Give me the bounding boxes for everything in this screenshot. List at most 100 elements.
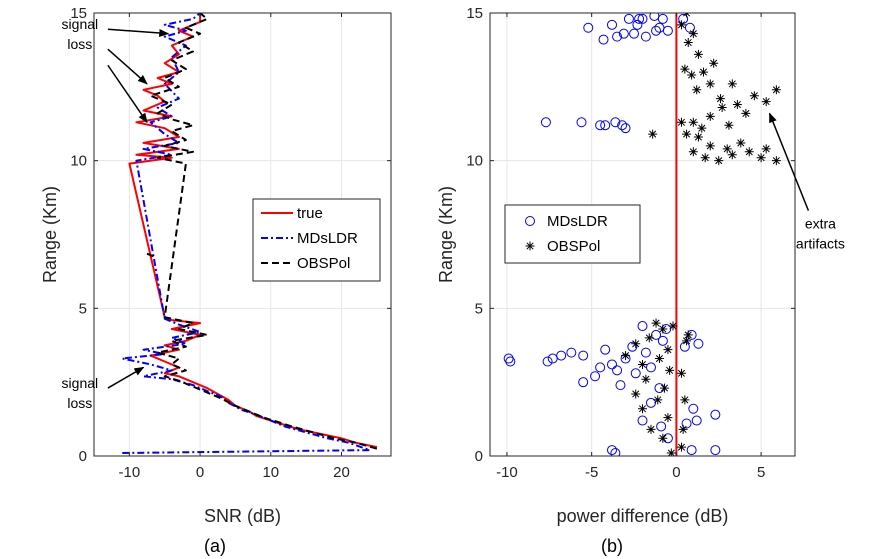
obspol-point [648,129,658,139]
mdsldr-point [503,353,514,364]
annotation-arrow [107,28,170,38]
mdsldr-point [629,28,640,39]
y-tick-label: 0 [79,448,87,465]
obspol-point [687,70,697,80]
y-tick-label: 10 [70,153,87,170]
mdsldr-point [542,356,553,367]
x-axis-label: SNR (dB) [204,506,281,526]
mdsldr-point [612,31,623,42]
mdsldr-point [710,445,721,456]
obspol-point [658,324,668,334]
annotation-arrow [107,64,148,124]
obspol-point [644,333,654,343]
legend-box [504,204,641,264]
panel-caption: (b) [601,536,623,556]
mdsldr-point [627,341,638,352]
obspol-point [688,117,698,127]
obspol-point [683,330,693,340]
y-tick-label: 5 [475,300,483,317]
x-tick-label: 0 [196,464,204,481]
x-tick-label: -10 [119,464,141,481]
obspol-point [660,383,670,393]
mdsldr-point [505,356,516,367]
obspol-point [676,20,686,30]
mdsldr-point [607,359,617,370]
mdsldr-point [620,123,631,134]
mdsldr-point [634,13,645,24]
obspol-point [658,433,668,443]
obspol-point [680,64,690,74]
obspol-point [653,395,663,405]
mdsldr-point [610,448,621,456]
mdsldr-point [637,415,648,426]
y-tick-label: 15 [466,5,483,22]
obspol-point [668,321,678,331]
obspol-point [714,156,724,166]
mdsldr-point [607,445,617,456]
mdsldr-point [598,34,609,45]
mdsldr-point [656,421,667,432]
obspol-point [676,117,686,127]
annotation-arrow [107,366,145,389]
obspol-point [621,351,631,361]
mdsldr-point [595,362,606,373]
mdsldr-point [583,22,594,33]
obspol-point [631,389,641,399]
obspol-point [705,79,715,89]
obspol-point [666,448,676,456]
mdsldr-point [607,19,617,30]
obspol-point [741,108,751,118]
obspol-point [678,424,688,434]
axes-box [93,12,392,457]
mdsldr-point [640,347,651,358]
obspol-point [771,156,781,166]
obspol-point [688,147,698,157]
obspol-point [761,144,771,154]
mdsldr-point [632,19,643,30]
mdsldr-point [623,13,634,24]
obspol-point [715,94,725,104]
mdsldr-point [617,120,628,131]
mdsldr-point [615,380,626,391]
panel-caption: (a) [204,536,226,556]
y-tick-label: 5 [79,300,87,317]
obspol-point [693,132,703,142]
mdsldr-point [693,338,704,349]
annotation-label: loss [67,395,92,411]
obspol-point [736,138,746,148]
annotation-label: loss [67,36,92,52]
annotation-arrow [768,112,810,211]
annotation: signal loss [62,366,145,411]
mdsldr-point [612,365,623,376]
mdsldr-point [595,120,606,131]
y-tick-label: 10 [466,153,483,170]
legend-label: OBSPol [547,238,600,255]
mdsldr-point [662,25,673,36]
legend-label: true [297,205,323,222]
legend-swatch [525,241,535,251]
x-tick-label: -10 [496,464,518,481]
obspol-point [683,38,693,48]
x-tick-label: -5 [585,464,598,481]
y-tick-label: 15 [70,5,87,22]
annotation: extra artifacts [768,112,845,252]
obspol-point [693,49,703,59]
y-tick-label: 0 [475,448,483,465]
mdsldr-point [637,321,648,332]
obspol-point [638,404,647,414]
mdsldr-point [681,418,692,429]
obspol-point [663,413,673,423]
y-axis-label: Range (Km) [40,186,60,283]
mdsldr-point [600,344,611,355]
legend-label: MDsLDR [297,230,358,247]
obspol-point [700,153,710,163]
obspol-point [682,129,692,139]
mdsldr-point [651,25,662,36]
obspol-point [724,120,734,130]
mdsldr-point [637,13,648,24]
mdsldr-point [710,409,721,420]
obspol-point [692,85,702,95]
obspol-point [665,365,675,375]
obspol-point [727,150,737,160]
